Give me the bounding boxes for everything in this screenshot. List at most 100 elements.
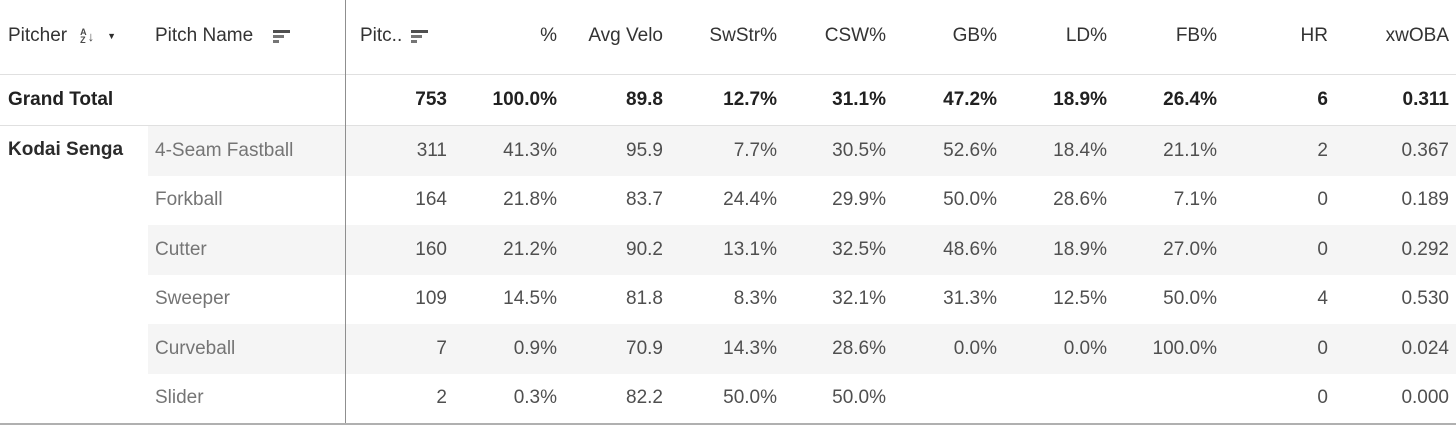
sort-descending-bars-icon[interactable] (411, 29, 429, 43)
cell-pitches: 2 (436, 387, 447, 409)
grand-total-xwoba: 0.311 (1402, 89, 1450, 110)
cell-avg-velo: 90.2 (626, 238, 663, 260)
cell-avg-velo: 81.8 (626, 288, 663, 310)
cell-csw: 28.6% (832, 337, 886, 359)
column-header-pitches[interactable]: Pitc.. (346, 0, 455, 74)
cell-fb: 100.0% (1152, 337, 1217, 359)
cell-hr: 0 (1317, 387, 1328, 409)
cell-xwoba: 0.024 (1401, 337, 1449, 359)
cell-csw: 50.0% (832, 387, 886, 409)
table-body: Kodai Senga 4-Seam Fastball 311 41.3% 95… (0, 126, 1456, 423)
cell-fb (1115, 374, 1225, 424)
cell-swstr: 8.3% (733, 288, 777, 310)
cell-xwoba: 0.530 (1401, 288, 1449, 310)
cell-ld: 18.9% (1053, 238, 1107, 260)
column-header-pct[interactable]: % (540, 25, 557, 46)
column-header-xwoba[interactable]: xwOBA (1385, 25, 1449, 46)
grand-total-label: Grand Total (8, 89, 114, 110)
pitcher-name[interactable]: Kodai Senga (8, 139, 124, 160)
table-row[interactable]: 4-Seam Fastball 311 41.3% 95.9 7.7% 30.5… (148, 126, 1456, 176)
cell-hr: 0 (1317, 337, 1328, 359)
cell-pitch-name[interactable]: 4-Seam Fastball (155, 139, 294, 161)
column-divider (345, 0, 346, 423)
cell-gb: 0.0% (953, 337, 997, 359)
column-header-ld[interactable]: LD% (1065, 25, 1107, 46)
cell-fb: 21.1% (1163, 139, 1217, 161)
grand-total-fb: 26.4% (1163, 89, 1217, 110)
cell-avg-velo: 82.2 (626, 387, 663, 409)
table-row[interactable]: Sweeper 109 14.5% 81.8 8.3% 32.1% 31.3% … (148, 275, 1456, 325)
grand-total-swstr: 12.7% (723, 89, 777, 110)
cell-pct: 21.8% (503, 189, 557, 211)
cell-ld: 0.0% (1063, 337, 1107, 359)
column-header-gb[interactable]: GB% (952, 25, 997, 46)
grand-total-avg-velo: 89.8 (626, 89, 663, 110)
table-row[interactable]: Curveball 7 0.9% 70.9 14.3% 28.6% 0.0% 0… (148, 324, 1456, 374)
sort-descending-bars-icon[interactable] (273, 29, 291, 43)
column-header-pitcher-label: Pitcher (8, 25, 68, 46)
table-bottom-border (0, 423, 1456, 425)
cell-xwoba: 0.292 (1401, 238, 1449, 260)
cell-pitches: 7 (436, 337, 447, 359)
cell-pct: 21.2% (503, 238, 557, 260)
column-header-fb[interactable]: FB% (1175, 25, 1217, 46)
cell-ld: 12.5% (1053, 288, 1107, 310)
cell-xwoba: 0.367 (1401, 139, 1449, 161)
pitch-rows: 4-Seam Fastball 311 41.3% 95.9 7.7% 30.5… (148, 126, 1456, 423)
cell-swstr: 13.1% (723, 238, 777, 260)
grand-total-gb: 47.2% (943, 89, 997, 110)
column-header-avg-velo[interactable]: Avg Velo (588, 25, 663, 46)
cell-avg-velo: 83.7 (626, 189, 663, 211)
cell-xwoba: 0.000 (1401, 387, 1449, 409)
cell-pitch-name[interactable]: Cutter (155, 238, 207, 260)
cell-swstr: 14.3% (723, 337, 777, 359)
cell-ld: 28.6% (1053, 189, 1107, 211)
cell-fb: 7.1% (1173, 189, 1217, 211)
cell-pct: 14.5% (503, 288, 557, 310)
cell-hr: 0 (1317, 238, 1328, 260)
cell-avg-velo: 70.9 (626, 337, 663, 359)
cell-ld (1005, 374, 1115, 424)
cell-pitches: 160 (415, 238, 447, 260)
cell-xwoba: 0.189 (1401, 189, 1449, 211)
cell-csw: 30.5% (832, 139, 886, 161)
column-header-pitch-name-label: Pitch Name (155, 25, 254, 46)
cell-pitch-name[interactable]: Sweeper (155, 288, 230, 310)
cell-pitches: 311 (416, 139, 447, 161)
table-row[interactable]: Cutter 160 21.2% 90.2 13.1% 32.5% 48.6% … (148, 225, 1456, 275)
cell-pitch-name[interactable]: Forkball (155, 189, 223, 211)
cell-pitch-name[interactable]: Curveball (155, 337, 236, 359)
cell-swstr: 24.4% (723, 189, 777, 211)
cell-fb: 50.0% (1163, 288, 1217, 310)
cell-gb: 52.6% (943, 139, 997, 161)
cell-csw: 29.9% (832, 189, 886, 211)
cell-ld: 18.4% (1053, 139, 1107, 161)
cell-gb (894, 374, 1005, 424)
grand-total-csw: 31.1% (832, 89, 886, 110)
table-row[interactable]: Forkball 164 21.8% 83.7 24.4% 29.9% 50.0… (148, 176, 1456, 226)
caret-down-icon[interactable]: ▼ (107, 31, 117, 41)
cell-pitches: 109 (415, 288, 447, 310)
table-row[interactable]: Slider 2 0.3% 82.2 50.0% 50.0% 0 0.000 (148, 374, 1456, 424)
grand-total-pitches: 753 (415, 89, 447, 110)
cell-gb: 31.3% (943, 288, 997, 310)
cell-hr: 0 (1317, 189, 1328, 211)
cell-swstr: 50.0% (723, 387, 777, 409)
column-header-swstr[interactable]: SwStr% (709, 25, 777, 46)
grand-total-hr: 6 (1317, 89, 1328, 110)
cell-gb: 48.6% (943, 238, 997, 260)
grand-total-pct: 100.0% (492, 89, 557, 110)
cell-csw: 32.5% (832, 238, 886, 260)
column-header-csw[interactable]: CSW% (824, 25, 886, 46)
cell-pitch-name[interactable]: Slider (155, 387, 204, 409)
cell-pct: 0.9% (513, 337, 557, 359)
grand-total-ld: 18.9% (1053, 89, 1107, 110)
cell-pct: 41.3% (503, 139, 557, 161)
cell-fb: 27.0% (1163, 238, 1217, 260)
column-header-pitch-name[interactable]: Pitch Name (148, 0, 346, 74)
column-header-hr[interactable]: HR (1300, 25, 1328, 46)
cell-hr: 2 (1317, 139, 1328, 161)
